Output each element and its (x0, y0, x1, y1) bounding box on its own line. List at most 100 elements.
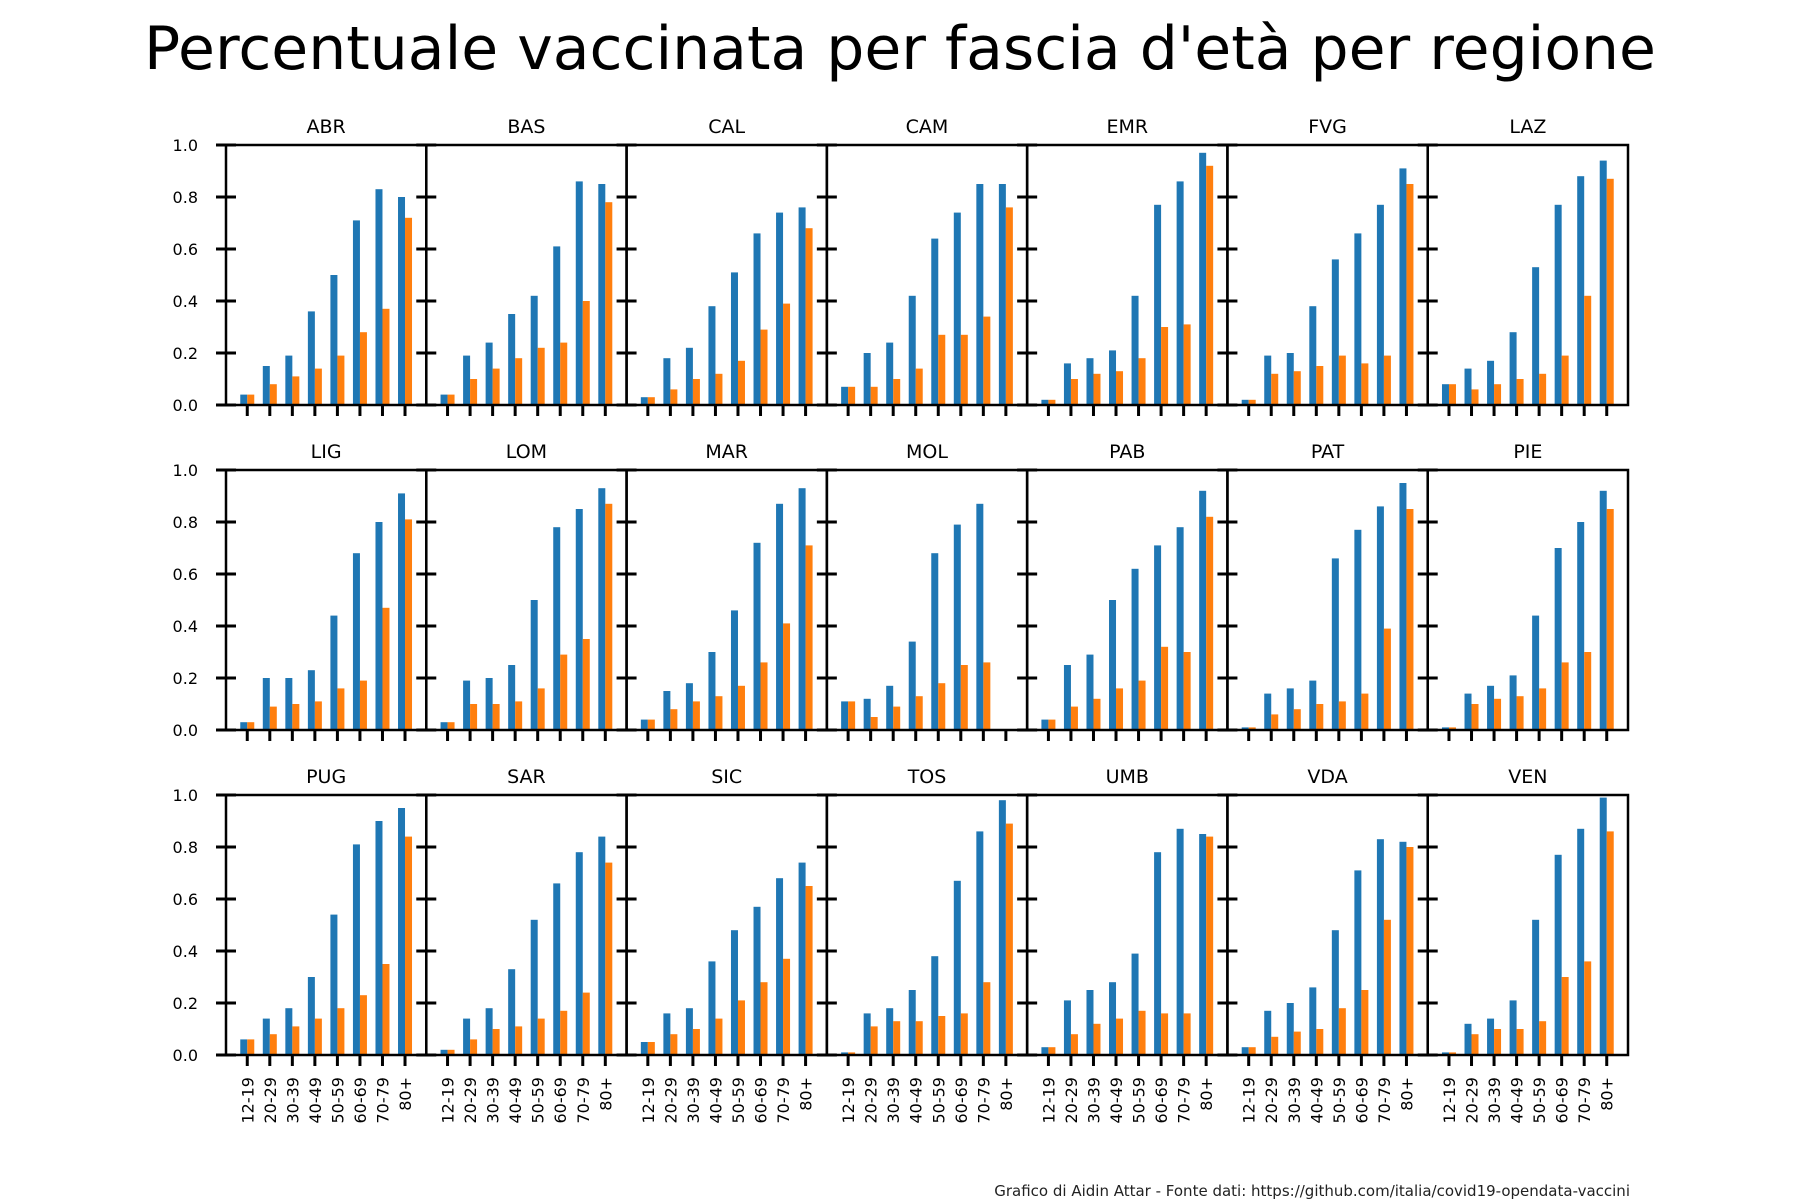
bar-abr-30-39-s0 (285, 355, 293, 405)
bar-emr-60-69-s0 (1154, 204, 1162, 405)
panel-frame-abr (224, 143, 428, 407)
bar-cal-30-39-s1 (692, 379, 700, 405)
bar-bas-50-59-s1 (537, 347, 545, 405)
x-tick-label-60-69: 60-69 (752, 1077, 771, 1124)
panel-frame-pug (224, 793, 428, 1057)
panel-frame-ven (1426, 793, 1630, 1057)
bar-sic-70-79-s0 (776, 878, 784, 1055)
bar-cam-20-29-s1 (870, 386, 878, 405)
bar-mar-40-49-s1 (715, 696, 723, 730)
bar-bas-40-49-s0 (508, 314, 516, 405)
x-tick-label-30-39: 30-39 (884, 1077, 903, 1124)
bar-tos-30-39-s0 (886, 1008, 894, 1055)
panel-title-ven: VEN (1508, 766, 1547, 788)
x-tick-label-80+: 80+ (596, 1077, 615, 1111)
bar-mar-60-69-s1 (760, 662, 768, 730)
panel-frame-cal (625, 143, 829, 407)
x-tick-label-20-29: 20-29 (1262, 1077, 1281, 1124)
bar-mar-20-29-s1 (670, 709, 678, 730)
bar-mol-70-79-s1 (983, 662, 991, 730)
bar-lom-70-79-s1 (582, 639, 590, 730)
bar-mol-40-49-s0 (908, 641, 916, 730)
y-tick-label: 1.0 (173, 786, 198, 805)
bar-laz-70-79-s0 (1577, 176, 1585, 405)
panel-title-mol: MOL (906, 441, 948, 463)
panel-frame-bas (425, 143, 628, 407)
panel-title-umb: UMB (1106, 766, 1149, 788)
bar-cam-40-49-s1 (915, 368, 923, 405)
x-tick-label-50-59: 50-59 (729, 1077, 748, 1124)
bar-pie-20-29-s0 (1464, 693, 1472, 730)
bar-tos-50-59-s0 (931, 956, 939, 1055)
bar-sic-40-49-s0 (708, 961, 716, 1055)
bar-laz-70-79-s1 (1584, 295, 1592, 405)
bar-mol-30-39-s1 (893, 706, 901, 730)
bar-tos-40-49-s1 (915, 1021, 923, 1055)
bar-emr-50-59-s1 (1138, 358, 1146, 405)
y-tick-label: 0.0 (173, 721, 198, 740)
x-tick-label-50-59: 50-59 (929, 1077, 948, 1124)
bar-fvg-20-29-s0 (1264, 355, 1272, 405)
bar-pie-12-19-s1 (1448, 727, 1456, 730)
bar-bas-40-49-s1 (515, 358, 523, 405)
bar-sar-50-59-s1 (537, 1018, 545, 1055)
panel-frame-fvg (1226, 143, 1429, 407)
bar-pab-80+-s1 (1206, 516, 1214, 730)
bar-pug-12-19-s1 (247, 1039, 255, 1055)
x-tick-label-80+: 80+ (1397, 1077, 1416, 1111)
bar-emr-40-49-s1 (1116, 371, 1124, 405)
bar-fvg-50-59-s1 (1338, 355, 1346, 405)
x-tick-label-80+: 80+ (396, 1077, 415, 1111)
panel-frame-sar (425, 793, 628, 1057)
panel-title-pie: PIE (1513, 441, 1542, 463)
bar-tos-30-39-s1 (893, 1021, 901, 1055)
bar-mar-12-19-s0 (640, 719, 648, 730)
bar-lom-70-79-s0 (575, 509, 583, 730)
bar-emr-20-29-s1 (1070, 379, 1078, 405)
bar-laz-50-59-s0 (1532, 267, 1540, 405)
x-tick-label-40-49: 40-49 (907, 1077, 926, 1124)
bar-emr-40-49-s0 (1109, 350, 1117, 405)
bar-pug-60-69-s1 (359, 995, 367, 1055)
bar-bas-70-79-s0 (575, 181, 583, 405)
bar-ven-40-49-s0 (1509, 1000, 1517, 1055)
panel-frame-laz (1426, 143, 1630, 407)
x-tick-label-20-29: 20-29 (661, 1077, 680, 1124)
bar-bas-30-39-s1 (492, 368, 500, 405)
bar-sic-80+-s0 (798, 862, 806, 1055)
x-tick-label-20-29: 20-29 (862, 1077, 881, 1124)
x-tick-label-20-29: 20-29 (1062, 1077, 1081, 1124)
bar-pab-80+-s0 (1199, 490, 1207, 730)
bar-umb-80+-s0 (1199, 834, 1207, 1055)
x-tick-label-70-79: 70-79 (974, 1077, 993, 1124)
bar-tos-20-29-s1 (870, 1026, 878, 1055)
bar-umb-50-59-s1 (1138, 1010, 1146, 1055)
bar-pat-80+-s1 (1406, 509, 1414, 730)
x-tick-label-30-39: 30-39 (484, 1077, 503, 1124)
panel-title-fvg: FVG (1308, 116, 1347, 138)
panel-title-cam: CAM (906, 116, 949, 138)
bar-cal-60-69-s0 (753, 233, 761, 405)
bar-sic-20-29-s0 (663, 1013, 671, 1055)
bar-abr-70-79-s1 (382, 308, 390, 405)
bar-lig-40-49-s1 (314, 701, 322, 730)
panel-title-lig: LIG (311, 441, 342, 463)
chart-title: Percentuale vaccinata per fascia d'età p… (144, 14, 1656, 84)
bar-laz-20-29-s1 (1471, 389, 1479, 405)
bar-ven-80+-s1 (1606, 831, 1614, 1055)
bar-abr-30-39-s1 (292, 376, 300, 405)
x-tick-label-50-59: 50-59 (529, 1077, 548, 1124)
bar-pie-40-49-s1 (1516, 696, 1524, 730)
bar-sic-70-79-s1 (783, 958, 791, 1055)
bar-bas-12-19-s1 (447, 394, 455, 405)
bar-umb-60-69-s1 (1161, 1013, 1169, 1055)
bar-sar-20-29-s0 (463, 1018, 471, 1055)
panel-frame-cam (825, 143, 1029, 407)
bar-abr-12-19-s0 (240, 394, 248, 405)
bar-cam-30-39-s1 (893, 379, 901, 405)
panel-title-sic: SIC (711, 766, 742, 788)
bar-pab-30-39-s1 (1093, 698, 1101, 730)
x-tick-label-60-69: 60-69 (952, 1077, 971, 1124)
bar-lig-20-29-s1 (269, 706, 277, 730)
bar-sar-80+-s0 (598, 836, 606, 1055)
